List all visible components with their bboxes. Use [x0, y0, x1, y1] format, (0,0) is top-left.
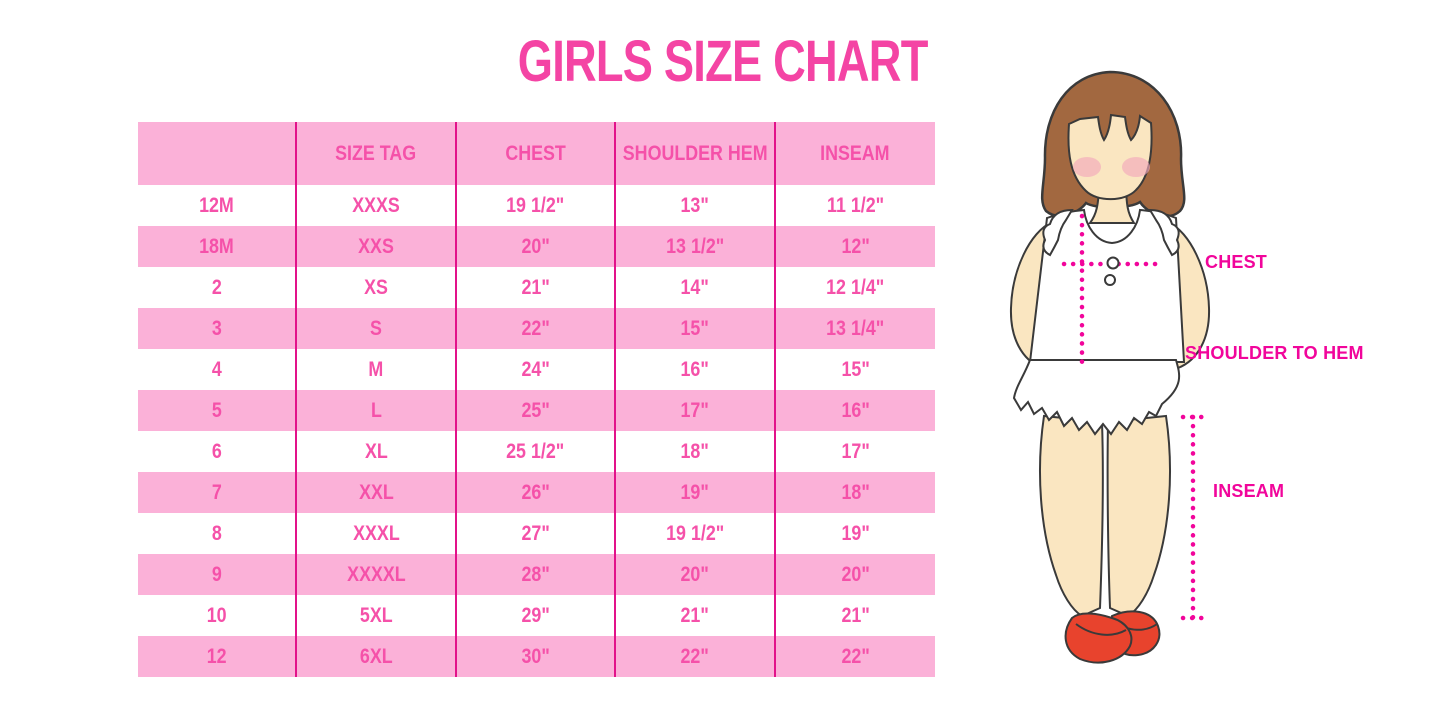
value-cell: XXS: [297, 226, 457, 267]
ruffle-left: [1042, 208, 1074, 257]
value-cell: 15": [775, 349, 935, 390]
size-cell: 18M: [138, 226, 298, 267]
leg-right: [1106, 414, 1171, 618]
value-cell: 17": [616, 390, 776, 431]
blush-left: [1073, 157, 1101, 177]
value-cell: 14": [616, 267, 776, 308]
value-cell: XXXXL: [297, 554, 457, 595]
size-chart-table: SIZE TAG CHEST SHOULDER HEM INSEAM 12M XXXS 19…: [138, 122, 935, 677]
blush-right: [1122, 157, 1150, 177]
value-cell: 12": [775, 226, 935, 267]
shoe-left-strap: [1075, 623, 1127, 636]
value-cell: XXXS: [297, 185, 457, 226]
value-cell: 15": [616, 308, 776, 349]
face-shape: [1067, 113, 1153, 201]
measurement-figure: CHEST SHOULDER TO HEM INSEAM: [1000, 60, 1445, 684]
size-cell: 3: [138, 308, 298, 349]
value-cell: 13 1/2": [616, 226, 776, 267]
value-cell: 16": [775, 390, 935, 431]
value-cell: M: [297, 349, 457, 390]
skirt-ruffle: [1012, 359, 1181, 436]
page-title: GIRLS SIZE CHART: [0, 28, 1445, 95]
size-cell: 8: [138, 513, 298, 554]
value-cell: 19 1/2": [456, 185, 617, 226]
value-cell: 29": [456, 595, 617, 636]
value-cell: 24": [456, 349, 617, 390]
value-cell: 22": [456, 308, 617, 349]
shoe-left: [1064, 612, 1133, 664]
size-cell: 5: [138, 390, 298, 431]
size-cell: 9: [138, 554, 298, 595]
button-top: [1106, 256, 1120, 270]
value-cell: 16": [616, 349, 776, 390]
value-cell: 5XL: [297, 595, 457, 636]
value-cell: 28": [456, 554, 617, 595]
page-title-text: GIRLS SIZE CHART: [517, 29, 929, 94]
value-cell: 20": [456, 226, 617, 267]
size-cell: 4: [138, 349, 298, 390]
value-cell: 30": [456, 636, 617, 677]
size-cell: 7: [138, 472, 298, 513]
value-cell: 26": [456, 472, 617, 513]
value-cell: 12 1/4": [775, 267, 935, 308]
size-cell: 2: [138, 267, 298, 308]
value-cell: 25": [456, 390, 617, 431]
column-header: [138, 122, 298, 185]
column-header: CHEST: [456, 122, 617, 185]
value-cell: 19": [775, 513, 935, 554]
value-cell: XXXL: [297, 513, 457, 554]
value-cell: XXL: [297, 472, 457, 513]
leg-left: [1039, 414, 1104, 618]
value-cell: 18": [775, 472, 935, 513]
inseam-label: INSEAM: [1213, 481, 1285, 501]
value-cell: XS: [297, 267, 457, 308]
value-cell: 13": [616, 185, 776, 226]
value-cell: L: [297, 390, 457, 431]
ruffle-right: [1148, 208, 1180, 257]
chest-label: CHEST: [1205, 252, 1268, 272]
value-cell: 6XL: [297, 636, 457, 677]
value-cell: 27": [456, 513, 617, 554]
girl-illustration: [1009, 70, 1211, 664]
value-cell: XL: [297, 431, 457, 472]
size-cell: 6: [138, 431, 298, 472]
value-cell: 21": [456, 267, 617, 308]
value-cell: 11 1/2": [775, 185, 935, 226]
column-header: INSEAM: [775, 122, 935, 185]
value-cell: 25 1/2": [456, 431, 617, 472]
value-cell: 20": [616, 554, 776, 595]
value-cell: 21": [616, 595, 776, 636]
value-cell: 22": [775, 636, 935, 677]
value-cell: 20": [775, 554, 935, 595]
column-header: SIZE TAG: [297, 122, 457, 185]
value-cell: 17": [775, 431, 935, 472]
value-cell: 22": [616, 636, 776, 677]
value-cell: 21": [775, 595, 935, 636]
shoulder-to-hem-label: SHOULDER TO HEM: [1185, 343, 1364, 363]
value-cell: S: [297, 308, 457, 349]
value-cell: 18": [616, 431, 776, 472]
value-cell: 19 1/2": [616, 513, 776, 554]
button-bottom: [1104, 274, 1116, 286]
size-cell: 10: [138, 595, 298, 636]
value-cell: 13 1/4": [775, 308, 935, 349]
size-cell: 12: [138, 636, 298, 677]
size-cell: 12M: [138, 185, 298, 226]
value-cell: 19": [616, 472, 776, 513]
column-header: SHOULDER HEM: [616, 122, 776, 185]
